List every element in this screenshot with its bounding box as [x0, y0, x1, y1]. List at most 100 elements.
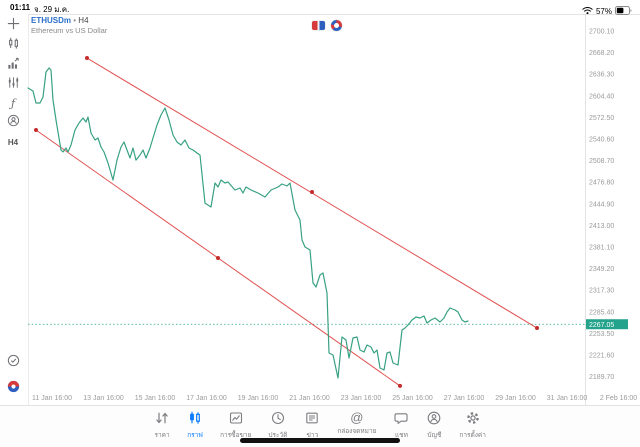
objects-icon [6, 113, 21, 131]
tab-trade[interactable]: การซื้อขาย [218, 410, 253, 440]
chat-icon [393, 410, 409, 429]
tab-label: กราฟ [187, 432, 203, 439]
symbol-timeframe: H4 [78, 16, 89, 25]
tab-account[interactable]: บัญชี [424, 410, 444, 440]
tab-label: แชท [394, 432, 408, 439]
tab-label: บัญชี [427, 432, 442, 439]
x-axis-tick: 11 Jan 16:00 [32, 395, 72, 402]
x-axis-tick: 31 Jan 16:00 [547, 395, 588, 402]
y-axis-tick: 2317.30 [589, 288, 614, 295]
x-axis-tick: 21 Jan 16:00 [289, 395, 330, 402]
trendline-anchor[interactable] [216, 256, 220, 261]
timeframe-label: H4 [7, 137, 19, 147]
broker-logo-icon [6, 379, 21, 397]
candlestick-chart-icon[interactable] [2, 36, 24, 54]
sliders-icon[interactable] [2, 75, 24, 93]
x-axis-tick: 13 Jan 16:00 [83, 395, 124, 402]
trendline-anchor[interactable] [398, 383, 402, 388]
current-price-value: 2267.05 [589, 322, 614, 329]
sliders-icon [6, 75, 21, 93]
trade-icon [228, 410, 244, 429]
symbol-header[interactable]: ETHUSDm • H4 Ethereum vs US Dollar [31, 16, 107, 35]
trendline-anchor[interactable] [85, 56, 89, 61]
clock-check-icon [6, 353, 21, 371]
status-date: จ. 29 ม.ค. [34, 5, 70, 14]
y-axis-tick: 2253.50 [589, 331, 614, 338]
y-axis-tick: 2572.50 [589, 115, 614, 122]
tab-chat[interactable]: แชท [391, 410, 411, 440]
objects-icon[interactable] [2, 113, 24, 131]
y-axis-tick: 2381.10 [589, 244, 614, 251]
trendline-anchor[interactable] [310, 190, 314, 195]
tab-label: ข่าว [306, 432, 319, 439]
instrument-flags [312, 20, 342, 31]
crosshair-icon[interactable] [2, 16, 24, 34]
tab-mailbox[interactable]: @ กล่องจดหมาย [335, 410, 378, 436]
clock-time: 01:11 [10, 3, 31, 12]
wifi-icon [582, 2, 593, 20]
tab-settings[interactable]: การตั้งค่า [457, 410, 487, 440]
symbol-separator: • [73, 16, 77, 25]
y-axis-tick: 2636.30 [589, 72, 614, 79]
y-axis-tick: 2604.40 [589, 93, 614, 100]
tab-history[interactable]: ประวัติ [266, 410, 289, 440]
crosshair-icon [6, 16, 21, 34]
chart-icon [187, 410, 203, 429]
status-bar: 01:11 จ. 29 ม.ค. 57% [0, 0, 640, 16]
instrument-flag-circle-icon [331, 20, 342, 31]
battery-percent: 57% [595, 6, 612, 16]
tab-label: การซื้อขาย [220, 432, 252, 439]
quotes-icon [154, 410, 170, 429]
y-axis-tick: 2349.20 [589, 266, 614, 273]
y-axis-tick: 2700.10 [589, 29, 614, 36]
history-icon [270, 410, 286, 429]
indicators-icon[interactable] [2, 56, 24, 74]
tab-news[interactable]: ข่าว [302, 410, 322, 440]
instrument-flag-icon [312, 21, 325, 30]
current-price-badge [586, 319, 628, 330]
tab-chart[interactable]: กราฟ [185, 410, 205, 440]
indicators-icon [6, 56, 21, 74]
home-indicator[interactable] [240, 438, 400, 443]
x-axis-tick: 23 Jan 16:00 [341, 395, 382, 402]
x-axis-tick: 25 Jan 16:00 [392, 395, 433, 402]
candlestick-chart-icon [6, 36, 21, 54]
tab-label: ประวัติ [268, 432, 288, 439]
y-axis-tick: 2413.00 [589, 223, 614, 230]
x-axis-tick: 29 Jan 16:00 [495, 395, 536, 402]
x-axis-tick: 2 Feb 16:00 [600, 395, 637, 402]
x-axis-tick: 15 Jan 16:00 [135, 395, 176, 402]
timeframe-button[interactable]: H4 [2, 133, 24, 151]
y-axis-tick: 2285.40 [589, 309, 614, 316]
settings-icon [465, 410, 481, 429]
tab-label: ราคา [154, 432, 170, 439]
function-icon: ƒ [10, 96, 16, 110]
y-axis-tick: 2476.80 [589, 180, 614, 187]
mailbox-icon: @ [350, 410, 364, 425]
symbol-description: Ethereum vs US Dollar [31, 26, 108, 35]
price-line-series [27, 67, 469, 379]
symbol-name: ETHUSDm [31, 16, 72, 25]
y-axis-tick: 2221.60 [589, 352, 614, 359]
tab-label: กล่องจดหมาย [337, 428, 377, 435]
tab-label: การตั้งค่า [459, 432, 486, 439]
y-axis-tick: 2668.20 [589, 50, 614, 57]
x-axis-tick: 19 Jan 16:00 [238, 395, 279, 402]
trendline-anchor[interactable] [535, 326, 539, 331]
x-axis-tick: 27 Jan 16:00 [444, 395, 485, 402]
news-icon [304, 410, 320, 429]
account-icon [426, 410, 442, 429]
status-indicators: 57% [582, 2, 632, 20]
clock-check-button[interactable] [2, 353, 24, 371]
tab-quotes[interactable]: ราคา [152, 410, 172, 440]
battery-icon [615, 2, 632, 20]
x-axis-tick: 17 Jan 16:00 [186, 395, 227, 402]
y-axis-tick: 2444.90 [589, 201, 614, 208]
y-axis-tick: 2189.70 [589, 374, 614, 381]
function-icon[interactable]: ƒ [2, 94, 24, 112]
y-axis-tick: 2508.70 [589, 158, 614, 165]
broker-logo-button[interactable] [2, 379, 24, 397]
trendline-anchor[interactable] [34, 127, 38, 132]
